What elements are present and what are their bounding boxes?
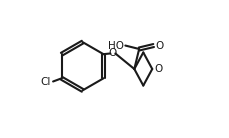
Text: O: O: [155, 41, 163, 51]
Text: O: O: [108, 48, 117, 59]
Text: HO: HO: [107, 41, 123, 51]
Text: O: O: [154, 64, 162, 74]
Text: Cl: Cl: [41, 77, 51, 87]
